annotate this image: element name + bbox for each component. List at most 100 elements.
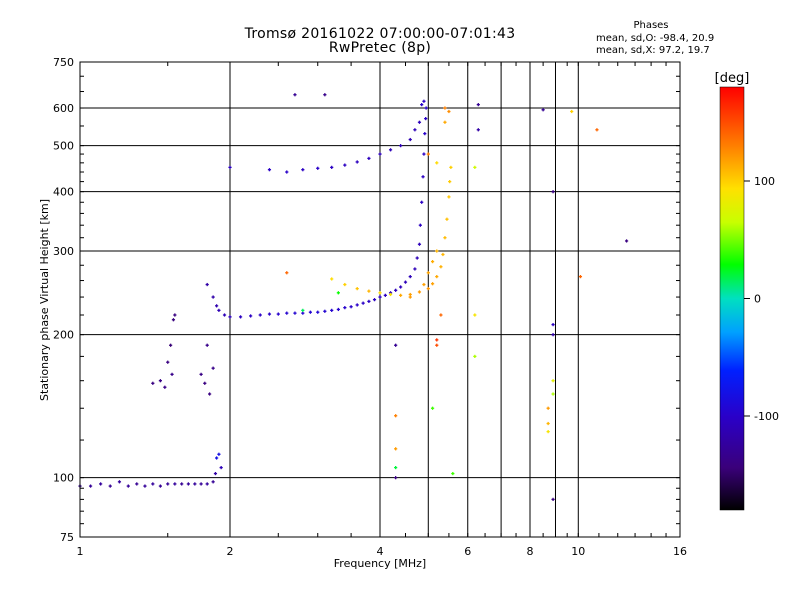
colorbar-label: [deg] [715, 71, 750, 86]
x-mode-point [330, 277, 334, 281]
o-mode-point [551, 322, 555, 327]
x-mode-point [426, 271, 430, 275]
x-mode-point [394, 414, 398, 418]
x-mode-point [435, 249, 439, 253]
o-mode-point [166, 360, 170, 364]
x-mode-point [394, 447, 398, 451]
x-mode-point [448, 180, 452, 184]
o-mode-point [173, 482, 177, 486]
chart-grid [80, 62, 680, 537]
o-mode-point [551, 190, 555, 194]
x-axis-ticks: 1 2 4 6 8 10 16 [77, 62, 687, 558]
o-mode-point [413, 128, 417, 132]
o-mode-point [173, 313, 177, 317]
o-mode-point [228, 165, 232, 169]
o-mode-point [180, 482, 184, 486]
o-mode-point [267, 168, 272, 172]
o-mode-point [215, 456, 219, 460]
o-mode-point [394, 476, 398, 480]
o-mode-point [330, 165, 334, 169]
o-mode-point [323, 309, 327, 313]
x-mode-point [551, 379, 555, 383]
o-mode-point [424, 106, 428, 110]
o-mode-point [399, 144, 403, 148]
o-mode-point [143, 484, 147, 488]
o-mode-point [151, 381, 155, 385]
o-mode-point [203, 381, 207, 385]
colorbar-ticks: 100 0 -100 [744, 175, 779, 423]
o-mode-point [217, 452, 221, 456]
o-mode-point [394, 288, 398, 292]
o-mode-point [424, 117, 428, 121]
chart-title: Tromsø 20161022 07:00:00-07:01:43 [244, 26, 516, 42]
o-mode-point [421, 175, 425, 179]
o-mode-point [423, 132, 427, 136]
x-mode-point [426, 152, 430, 156]
x-mode-point [285, 271, 289, 275]
chart-points [78, 93, 629, 501]
x-mode-point [439, 313, 443, 317]
o-mode-point [420, 103, 424, 107]
x-mode-point [578, 275, 583, 279]
o-mode-point [394, 343, 398, 347]
o-mode-point [228, 315, 232, 319]
y-axis-ticks: 75 100 200 300 400 500 600 750 [53, 56, 680, 544]
o-mode-point [258, 313, 262, 317]
o-mode-point [388, 148, 393, 152]
x-mode-point [408, 295, 412, 299]
o-mode-point [285, 170, 289, 174]
o-mode-point [166, 482, 170, 486]
x-mode-point [378, 291, 382, 295]
x-mode-point [435, 343, 439, 347]
o-mode-point [422, 99, 426, 103]
o-mode-point [541, 108, 545, 112]
o-mode-point [422, 152, 426, 156]
y-tick-label: 200 [53, 329, 74, 342]
o-mode-point [476, 103, 480, 107]
x-mode-point [439, 265, 443, 269]
y-tick-label: 75 [60, 531, 74, 544]
o-mode-point [213, 471, 218, 476]
o-mode-point [170, 372, 174, 376]
x-mode-point [441, 252, 445, 257]
x-mode-point [388, 292, 393, 297]
x-mode-point [435, 161, 439, 165]
o-mode-point [372, 298, 377, 302]
o-mode-point [151, 482, 155, 486]
o-mode-point [222, 313, 227, 317]
x-mode-point [430, 260, 435, 264]
o-mode-point [417, 242, 422, 246]
x-mode-point [451, 471, 455, 476]
o-mode-point [108, 484, 112, 488]
colorbar-tick-label: 0 [754, 293, 761, 306]
o-mode-point [158, 484, 163, 488]
colorbar-tick-label: 100 [754, 175, 775, 188]
o-mode-point [238, 315, 243, 319]
x-tick-label: 1 [77, 545, 84, 558]
o-mode-point [158, 379, 163, 383]
x-mode-point [447, 109, 451, 114]
o-mode-point [415, 256, 419, 260]
o-mode-point [378, 295, 382, 299]
o-mode-point [135, 482, 139, 486]
o-mode-point [211, 295, 215, 299]
x-mode-point [595, 128, 599, 132]
o-mode-point [355, 303, 359, 307]
o-mode-point [88, 484, 93, 488]
o-mode-point [399, 285, 403, 289]
x-mode-point [449, 165, 453, 169]
x-mode-point [343, 282, 347, 287]
y-axis-label: Stationary phase Virtual Height [km] [38, 199, 51, 401]
x-mode-point [435, 275, 439, 279]
x-mode-point [422, 282, 426, 287]
x-mode-point [443, 236, 447, 240]
x-mode-point [546, 406, 550, 410]
phase-colorbar [719, 86, 745, 511]
o-mode-point [343, 163, 347, 167]
x-mode-point [336, 291, 340, 295]
o-mode-point [361, 301, 365, 305]
x-mode-point [355, 287, 359, 291]
x-mode-point [394, 465, 398, 470]
x-tick-label: 6 [464, 545, 471, 558]
